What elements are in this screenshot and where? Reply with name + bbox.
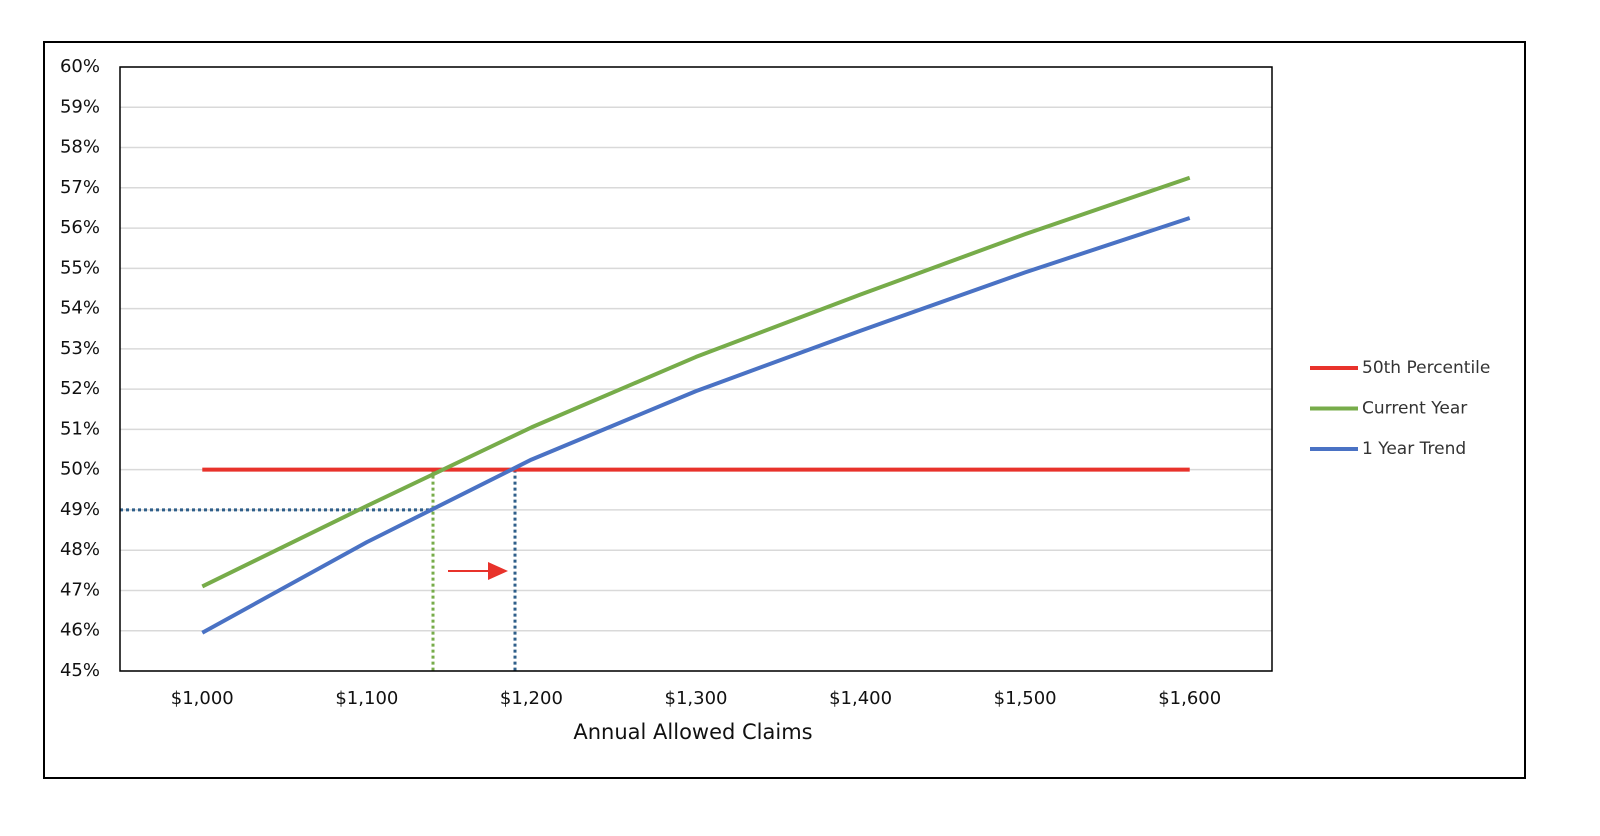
x-tick-label: $1,200 [500,688,563,709]
legend-label: 1 Year Trend [1362,439,1466,459]
plot-area [119,66,1273,672]
series-line [201,175,1191,589]
y-tick-label: 53% [60,338,100,359]
chart-frame [43,41,1526,779]
y-tick-label: 56% [60,217,100,238]
x-tick-label: $1,600 [1158,688,1221,709]
x-tick-label: $1,300 [665,688,728,709]
y-tick-label: 54% [60,298,100,319]
y-tick-label: 50% [60,459,100,480]
y-tick-label: 55% [60,257,100,278]
y-tick-label: 57% [60,177,100,198]
y-tick-label: 60% [60,56,100,77]
x-axis-label: Annual Allowed Claims [573,720,812,744]
y-tick-label: 46% [60,620,100,641]
arrow-head [488,562,508,580]
y-tick-label: 47% [60,579,100,600]
y-tick-label: 51% [60,418,100,439]
x-tick-label: $1,000 [171,688,234,709]
x-tick-label: $1,400 [829,688,892,709]
y-tick-label: 52% [60,378,100,399]
x-tick-label: $1,100 [335,688,398,709]
y-tick-label: 59% [60,96,100,117]
legend-label: 50th Percentile [1362,358,1490,378]
y-tick-label: 49% [60,499,100,520]
legend-label: Current Year [1362,399,1467,419]
x-tick-label: $1,500 [994,688,1057,709]
y-tick-label: 58% [60,137,100,158]
y-tick-label: 45% [60,660,100,681]
y-tick-label: 48% [60,539,100,560]
series-line [201,216,1191,635]
